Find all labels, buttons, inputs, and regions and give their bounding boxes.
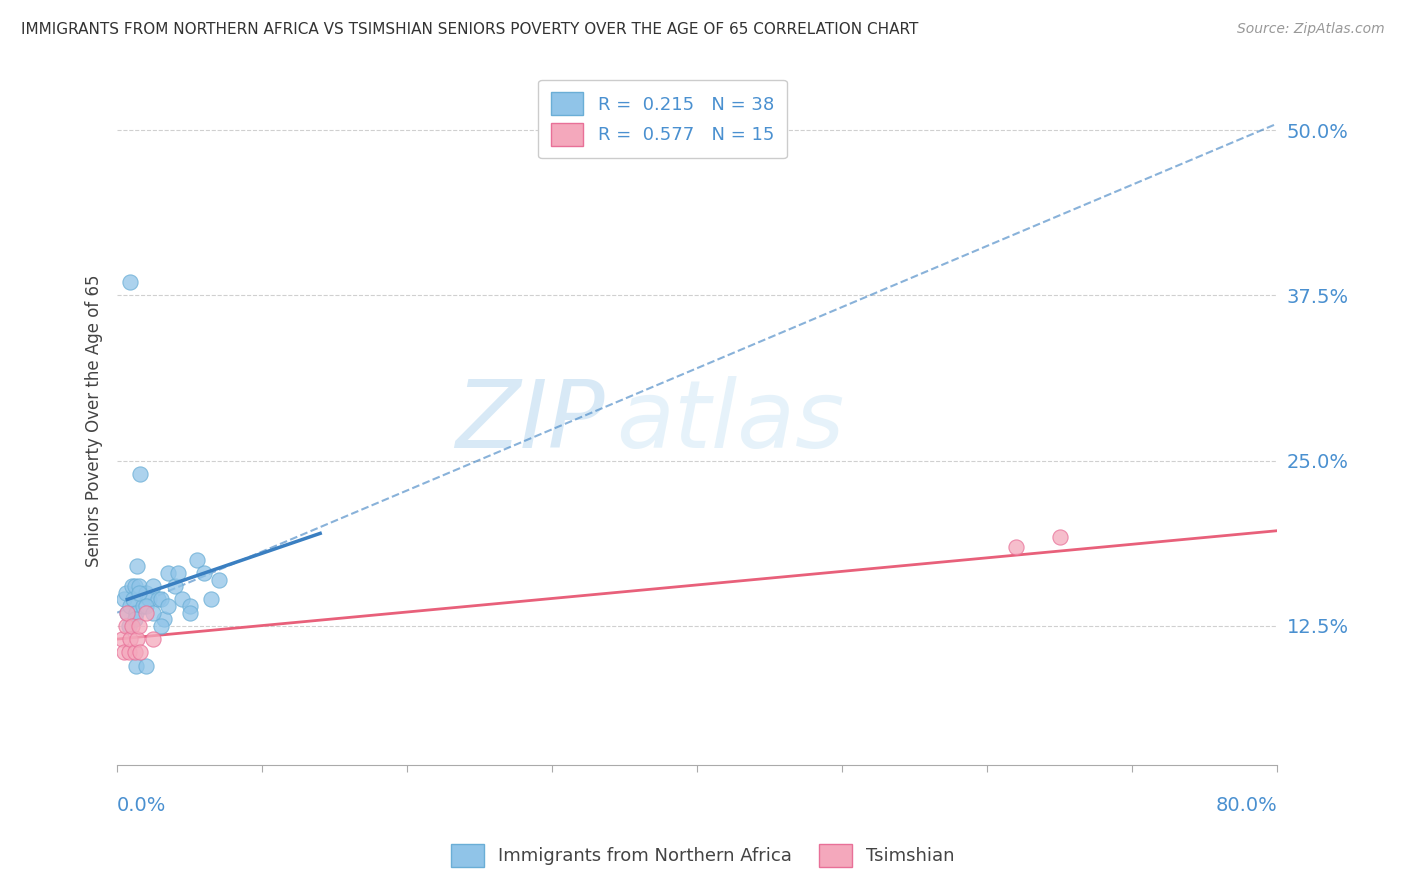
Point (172, 592, 194, 607)
Point (114, 592, 136, 607)
Text: atlas: atlas (616, 376, 844, 467)
Point (118, 645, 141, 659)
Point (156, 599, 179, 613)
Text: IMMIGRANTS FROM NORTHERN AFRICA VS TSIMSHIAN SENIORS POVERTY OVER THE AGE OF 65 : IMMIGRANTS FROM NORTHERN AFRICA VS TSIMS… (21, 22, 918, 37)
Point (135, 599, 157, 613)
Point (115, 586, 138, 600)
Point (1049, 530, 1071, 544)
Point (132, 599, 155, 613)
Point (149, 619, 172, 633)
Legend: Immigrants from Northern Africa, Tsimshian: Immigrants from Northern Africa, Tsimshi… (444, 837, 962, 874)
Point (110, 632, 132, 646)
Text: Source: ZipAtlas.com: Source: ZipAtlas.com (1237, 22, 1385, 37)
Point (142, 632, 165, 646)
Point (152, 612, 174, 626)
Point (125, 606, 148, 620)
Point (208, 573, 231, 587)
Point (118, 619, 141, 633)
Point (167, 566, 190, 580)
Point (114, 645, 136, 659)
Point (1005, 540, 1028, 554)
Point (115, 619, 138, 633)
Point (142, 606, 165, 620)
Point (135, 658, 157, 673)
Point (138, 592, 160, 607)
Point (124, 579, 146, 593)
Point (193, 566, 215, 580)
Text: 80.0%: 80.0% (1215, 796, 1277, 814)
Point (120, 632, 142, 646)
Point (128, 619, 150, 633)
Text: ZIP: ZIP (454, 376, 605, 467)
Point (149, 592, 172, 607)
Point (179, 599, 201, 613)
Point (129, 467, 152, 481)
Text: 0.0%: 0.0% (117, 796, 166, 814)
Point (146, 592, 169, 607)
Point (124, 645, 146, 659)
Point (165, 579, 187, 593)
Point (200, 592, 222, 607)
Legend: R =  0.215   N = 38, R =  0.577   N = 15: R = 0.215 N = 38, R = 0.577 N = 15 (538, 79, 786, 159)
Point (117, 606, 139, 620)
Point (156, 566, 179, 580)
Point (142, 579, 165, 593)
Point (125, 658, 148, 673)
Point (120, 275, 142, 289)
Point (124, 612, 146, 626)
Point (121, 619, 143, 633)
Point (120, 599, 142, 613)
Point (128, 586, 150, 600)
Point (135, 606, 157, 620)
Point (127, 559, 149, 574)
Point (121, 579, 143, 593)
Point (179, 606, 201, 620)
Point (128, 579, 150, 593)
Point (117, 606, 139, 620)
Point (135, 586, 157, 600)
Point (127, 632, 149, 646)
Y-axis label: Seniors Poverty Over the Age of 65: Seniors Poverty Over the Age of 65 (86, 275, 103, 567)
Point (129, 645, 152, 659)
Point (122, 592, 145, 607)
Point (186, 553, 208, 567)
